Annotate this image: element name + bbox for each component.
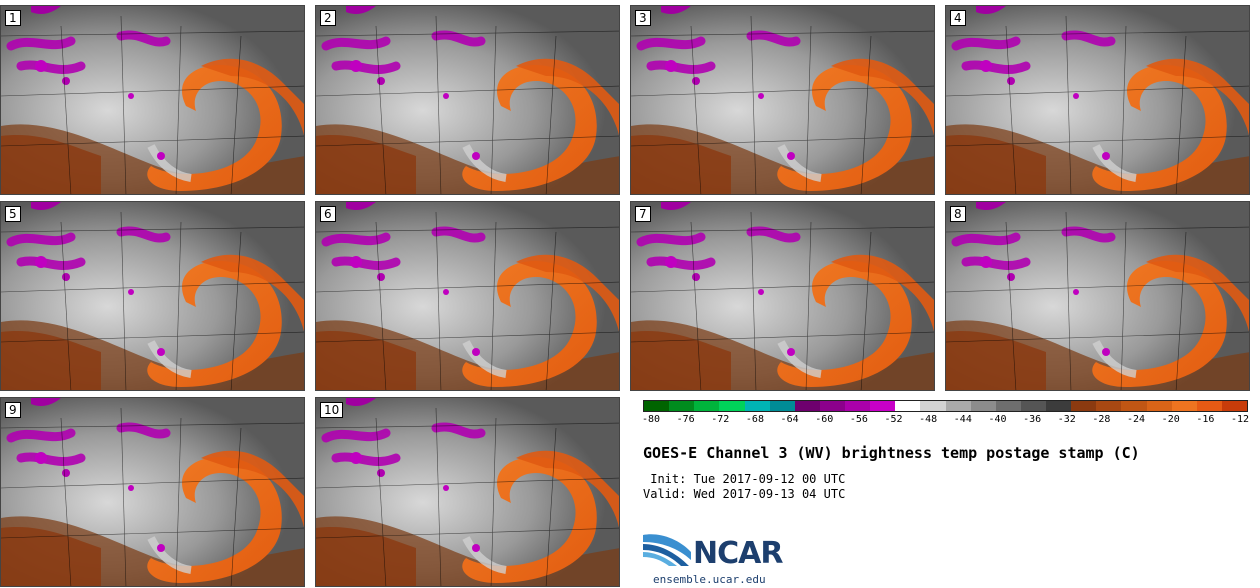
colorbar-tick-label: -40 xyxy=(988,414,1007,425)
member-panel-5: 5 xyxy=(0,201,305,391)
colorbar-segment xyxy=(794,401,820,411)
member-panel-2: 2 xyxy=(315,5,620,195)
panel-number: 2 xyxy=(320,10,336,26)
ncar-logo-text: NCAR xyxy=(693,536,783,571)
colorbar-segment xyxy=(669,401,695,411)
panel-number: 4 xyxy=(950,10,966,26)
member-panel-6: 6 xyxy=(315,201,620,391)
colorbar-tick-label: -80 xyxy=(641,414,661,425)
colorbar-segment xyxy=(970,401,996,411)
colorbar-tick-label: -20 xyxy=(1161,414,1180,425)
colorbar-segment xyxy=(1146,401,1172,411)
member-panel-8: 8 xyxy=(945,201,1250,391)
member-panel-10: 10 xyxy=(315,397,620,587)
colorbar-tick-label: -64 xyxy=(780,414,799,425)
colorbar-tick-label: -12 xyxy=(1230,414,1250,425)
colorbar-segment xyxy=(845,401,871,411)
member-panel-7: 7 xyxy=(630,201,935,391)
colorbar-tick-label: -68 xyxy=(745,414,764,425)
init-time: Init: Tue 2017-09-12 00 UTC xyxy=(643,472,846,486)
colorbar-segment xyxy=(1071,401,1097,411)
colorbar-tick-label: -60 xyxy=(815,414,834,425)
wv-map xyxy=(631,202,935,391)
wv-map xyxy=(946,6,1250,195)
panel-number: 8 xyxy=(950,206,966,222)
colorbar-ticks: -80 -76 -72 -68 -64 -60 -56 -52 -48 -44 -40 -36 -32 -… xyxy=(641,414,1250,428)
colorbar-segment xyxy=(870,401,896,411)
colorbar-tick-label: -56 xyxy=(849,414,868,425)
colorbar-tick-label: -36 xyxy=(1023,414,1042,425)
colorbar-segment xyxy=(995,401,1021,411)
colorbar-tick-label: -48 xyxy=(919,414,938,425)
colorbar-tick-label: -24 xyxy=(1127,414,1146,425)
colorbar-segment xyxy=(1196,401,1222,411)
colorbar-segment xyxy=(1096,401,1122,411)
colorbar-tick-label: -72 xyxy=(711,414,730,425)
member-panel-3: 3 xyxy=(630,5,935,195)
site-url: ensemble.ucar.edu xyxy=(653,573,766,586)
wv-map xyxy=(1,202,305,391)
colorbar-tick-label: -44 xyxy=(953,414,972,425)
member-panel-1: 1 xyxy=(0,5,305,195)
panel-number: 10 xyxy=(320,402,344,418)
colorbar-segment xyxy=(644,401,670,411)
colorbar-segment xyxy=(945,401,971,411)
wv-map xyxy=(631,6,935,195)
colorbar-tick-label: -16 xyxy=(1196,414,1215,425)
colorbar-tick-label: -28 xyxy=(1092,414,1111,425)
wv-map xyxy=(1,398,305,587)
panel-number: 7 xyxy=(635,206,651,222)
panel-number: 1 xyxy=(5,10,21,26)
page-title: GOES-E Channel 3 (WV) brightness temp po… xyxy=(643,444,1140,462)
colorbar-segment xyxy=(1020,401,1046,411)
colorbar-tick-label: -52 xyxy=(884,414,903,425)
colorbar-tick-label: -32 xyxy=(1057,414,1076,425)
colorbar-segment xyxy=(744,401,770,411)
valid-time: Valid: Wed 2017-09-13 04 UTC xyxy=(643,487,846,501)
colorbar-segment xyxy=(769,401,795,411)
colorbar xyxy=(643,400,1248,412)
wv-map xyxy=(316,398,620,587)
wv-map xyxy=(946,202,1250,391)
colorbar-segment xyxy=(1046,401,1072,411)
wv-map xyxy=(316,202,620,391)
member-panel-9: 9 xyxy=(0,397,305,587)
colorbar-tick-label: -76 xyxy=(676,414,695,425)
wv-map xyxy=(316,6,620,195)
panel-number: 5 xyxy=(5,206,21,222)
panel-number: 3 xyxy=(635,10,651,26)
colorbar-segment xyxy=(1171,401,1197,411)
panel-number: 6 xyxy=(320,206,336,222)
wv-map xyxy=(1,6,305,195)
ncar-logo-icon xyxy=(643,534,691,566)
colorbar-segment xyxy=(819,401,845,411)
colorbar-segment xyxy=(719,401,745,411)
colorbar-segment xyxy=(1221,401,1247,411)
panel-number: 9 xyxy=(5,402,21,418)
colorbar-segment xyxy=(895,401,921,411)
member-panel-4: 4 xyxy=(945,5,1250,195)
colorbar-segment xyxy=(694,401,720,411)
colorbar-segment xyxy=(920,401,946,411)
colorbar-segment xyxy=(1121,401,1147,411)
